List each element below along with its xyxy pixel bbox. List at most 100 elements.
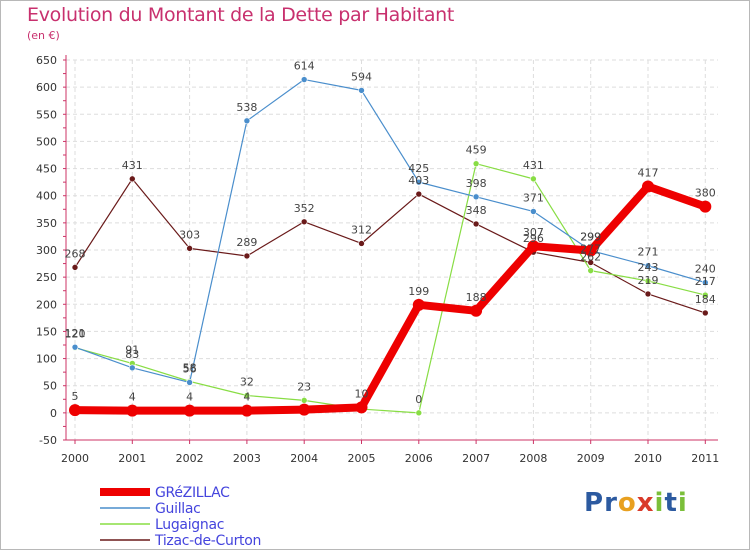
data-point-guillac-2000 — [71, 343, 79, 351]
data-point-tizac-de-curton-2011 — [701, 309, 709, 317]
y-tick-label-50: 50 — [43, 380, 57, 393]
data-point-guillac-2008 — [530, 208, 537, 215]
x-tick-label-2002: 2002 — [176, 452, 204, 465]
logo-letter: r — [604, 488, 618, 518]
y-tick-label-500: 500 — [36, 135, 57, 148]
data-label-grézillac-2009: 299 — [580, 231, 601, 244]
data-point-tizac-de-curton-2001 — [129, 175, 136, 183]
data-point-lugaignac-2007 — [472, 160, 480, 167]
logo-letter: x — [636, 488, 655, 518]
data-label-lugaignac-2009: 262 — [580, 251, 601, 264]
y-tick-label-0: 0 — [50, 407, 57, 420]
data-label-grézillac-2002: 4 — [186, 391, 193, 404]
data-point-lugaignac-2011 — [701, 291, 709, 299]
data-label-grézillac-2003: 4 — [243, 391, 250, 404]
data-label-grézillac-2007: 188 — [466, 291, 487, 304]
data-label-grézillac-2010: 417 — [638, 166, 659, 179]
data-point-grézillac-2006 — [412, 298, 425, 311]
data-point-grézillac-2005 — [355, 401, 368, 414]
y-tick-label-600: 600 — [36, 81, 57, 94]
logo-letter: i — [677, 488, 688, 518]
data-label-tizac-de-curton-2007: 348 — [466, 204, 487, 217]
data-label-lugaignac-2010: 243 — [638, 261, 659, 274]
x-tick-label-2010: 2010 — [634, 452, 662, 465]
data-label-tizac-de-curton-2010: 219 — [638, 274, 659, 287]
data-point-grézillac-2010 — [642, 180, 654, 193]
series-line-grézillac — [71, 182, 710, 415]
x-tick-label-2007: 2007 — [462, 452, 490, 465]
data-label-grézillac-2011: 380 — [695, 187, 716, 200]
logo-letter: P — [584, 488, 605, 518]
data-label-guillac-2004: 614 — [294, 60, 315, 73]
logo-letter: o — [617, 488, 637, 518]
data-point-guillac-2005 — [358, 87, 365, 94]
data-label-guillac-2001: 83 — [125, 348, 139, 361]
data-label-guillac-2008: 371 — [523, 191, 544, 204]
data-label-tizac-de-curton-2000: 268 — [65, 247, 86, 260]
data-point-lugaignac-2003 — [243, 392, 251, 399]
data-label-tizac-de-curton-2002: 303 — [179, 228, 200, 241]
data-point-grézillac-2001 — [126, 404, 139, 417]
x-tick-label-2000: 2000 — [61, 452, 89, 465]
data-point-tizac-de-curton-2009 — [587, 259, 595, 266]
data-label-tizac-de-curton-2003: 289 — [236, 236, 257, 249]
x-tick-label-2011: 2011 — [691, 452, 719, 465]
data-label-guillac-2006: 425 — [408, 162, 429, 175]
data-point-tizac-de-curton-2006 — [415, 190, 423, 198]
data-point-guillac-2004 — [300, 76, 308, 83]
data-label-lugaignac-2001: 91 — [125, 343, 139, 356]
x-tick-label-2009: 2009 — [577, 452, 605, 465]
series-line-lugaignac — [74, 163, 706, 414]
data-point-grézillac-2002 — [183, 404, 196, 417]
data-label-lugaignac-2003: 32 — [240, 375, 254, 388]
legend-label-guillac: Guillac — [155, 501, 201, 517]
x-tick-label-2004: 2004 — [290, 452, 318, 465]
data-point-tizac-de-curton-2004 — [300, 218, 308, 226]
data-point-grézillac-2004 — [298, 403, 311, 416]
data-point-guillac-2007 — [472, 193, 480, 201]
data-point-guillac-2002 — [186, 379, 193, 386]
data-point-grézillac-2011 — [699, 200, 712, 213]
data-label-guillac-2003: 538 — [236, 101, 257, 114]
y-tick-label--50: -50 — [39, 434, 57, 447]
data-point-guillac-2010 — [644, 262, 652, 270]
y-tick-label-650: 650 — [36, 54, 57, 67]
y-tick-label-350: 350 — [36, 217, 57, 230]
data-label-lugaignac-2011: 217 — [695, 275, 716, 288]
series-line-guillac — [74, 78, 706, 384]
data-label-tizac-de-curton-2001: 431 — [122, 159, 143, 172]
legend-label-tizac-de-curton: Tizac-de-Curton — [154, 533, 261, 549]
data-point-tizac-de-curton-2000 — [71, 264, 79, 271]
data-point-grézillac-2000 — [69, 404, 81, 417]
data-label-lugaignac-2006: 0 — [415, 393, 422, 406]
data-label-tizac-de-curton-2005: 312 — [351, 223, 372, 236]
data-point-grézillac-2009 — [584, 244, 597, 257]
data-label-guillac-2010: 271 — [638, 246, 659, 259]
y-tick-label-150: 150 — [36, 325, 57, 338]
data-point-guillac-2011 — [701, 279, 709, 286]
data-label-lugaignac-2008: 431 — [523, 159, 544, 172]
data-label-lugaignac-2000: 120 — [65, 328, 86, 341]
data-label-tizac-de-curton-2009: 277 — [580, 242, 601, 255]
data-label-lugaignac-2002: 58 — [183, 361, 197, 374]
y-tick-label-300: 300 — [36, 244, 57, 257]
data-point-tizac-de-curton-2007 — [472, 220, 480, 228]
y-tick-label-250: 250 — [36, 271, 57, 284]
y-tick-label-550: 550 — [36, 108, 57, 121]
data-label-grézillac-2008: 307 — [523, 226, 544, 239]
x-tick-label-2008: 2008 — [519, 452, 547, 465]
data-point-guillac-2001 — [129, 364, 136, 372]
data-label-tizac-de-curton-2004: 352 — [294, 202, 315, 215]
data-point-guillac-2003 — [243, 117, 251, 125]
data-point-grézillac-2007 — [470, 304, 483, 317]
legend-label-grézillac: GRéZILLAC — [155, 485, 230, 501]
data-point-lugaignac-2008 — [530, 175, 537, 183]
data-label-grézillac-2005: 10 — [355, 387, 369, 400]
data-point-tizac-de-curton-2010 — [644, 290, 652, 298]
data-label-grézillac-2000: 5 — [72, 390, 79, 403]
data-point-grézillac-2008 — [527, 240, 540, 253]
data-point-lugaignac-2010 — [644, 277, 652, 285]
x-tick-label-2005: 2005 — [348, 452, 376, 465]
